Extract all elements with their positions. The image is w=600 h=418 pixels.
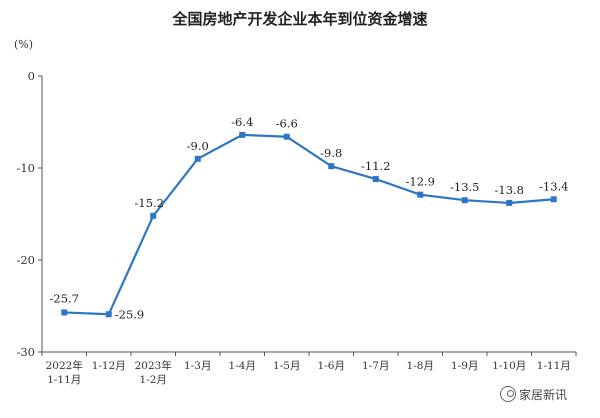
data-point — [283, 133, 290, 140]
data-label: -13.5 — [450, 180, 480, 194]
y-axis-unit: (%) — [14, 38, 34, 51]
data-point — [105, 311, 112, 318]
data-label: -9.0 — [187, 139, 209, 153]
wechat-icon — [500, 386, 516, 402]
x-tick-label: 1-11月 — [47, 374, 81, 386]
data-point — [239, 131, 246, 138]
data-point — [550, 196, 557, 203]
x-tick-label: 1-7月 — [362, 360, 389, 372]
data-label: -9.8 — [320, 146, 342, 160]
x-tick-label: 1-2月 — [140, 374, 167, 386]
data-label: -13.4 — [539, 179, 569, 193]
data-point — [461, 197, 468, 204]
data-point — [150, 212, 157, 219]
chart-axes: 0 -10 -20 -30 2022年 1-11月 1-12月 2023年 1-2月 1-3月 1-… — [16, 69, 577, 386]
data-label: -13.8 — [495, 183, 525, 197]
data-point — [417, 191, 424, 198]
y-tick-label: -20 — [16, 253, 35, 267]
watermark-text: 家居新讯 — [519, 388, 568, 402]
watermark: 家居新讯 — [500, 386, 567, 403]
x-tick-label: 1-9月 — [451, 360, 478, 372]
x-tick-label: 1-10月 — [492, 360, 526, 372]
data-label: -6.4 — [231, 115, 253, 129]
data-point — [328, 163, 335, 170]
data-label: -15.2 — [135, 196, 165, 210]
chart-title: 全国房地产开发企业本年到位资金增速 — [172, 10, 428, 28]
data-point — [61, 309, 68, 316]
data-point — [506, 199, 513, 206]
data-label: -11.2 — [361, 159, 391, 173]
x-tick-label: 1-6月 — [318, 360, 345, 372]
data-label: -25.7 — [50, 291, 80, 305]
chart-series — [61, 131, 557, 318]
y-tick-label: -10 — [16, 161, 35, 175]
chart-data-labels: -25.7 -25.9 -15.2 -9.0 -6.4 -6.6 -9.8 -11.2 -12.… — [50, 115, 569, 321]
data-label: -12.9 — [406, 175, 436, 189]
x-tick-label: 2022年 — [46, 359, 83, 372]
data-label: -25.9 — [115, 307, 145, 321]
x-tick-label: 1-4月 — [229, 360, 256, 372]
data-label: -6.6 — [276, 117, 298, 131]
x-tick-label: 2023年 — [135, 359, 172, 372]
x-tick-label: 1-12月 — [92, 360, 126, 372]
series-line — [64, 133, 554, 316]
y-tick-label: 0 — [28, 69, 35, 83]
x-tick-label: 1-3月 — [184, 360, 211, 372]
x-tick-label: 1-8月 — [407, 360, 434, 372]
x-tick-label: 1-11月 — [537, 360, 571, 372]
data-point — [194, 155, 201, 162]
data-point — [372, 176, 379, 183]
y-tick-label: -30 — [16, 345, 35, 359]
x-tick-label: 1-5月 — [273, 360, 300, 372]
